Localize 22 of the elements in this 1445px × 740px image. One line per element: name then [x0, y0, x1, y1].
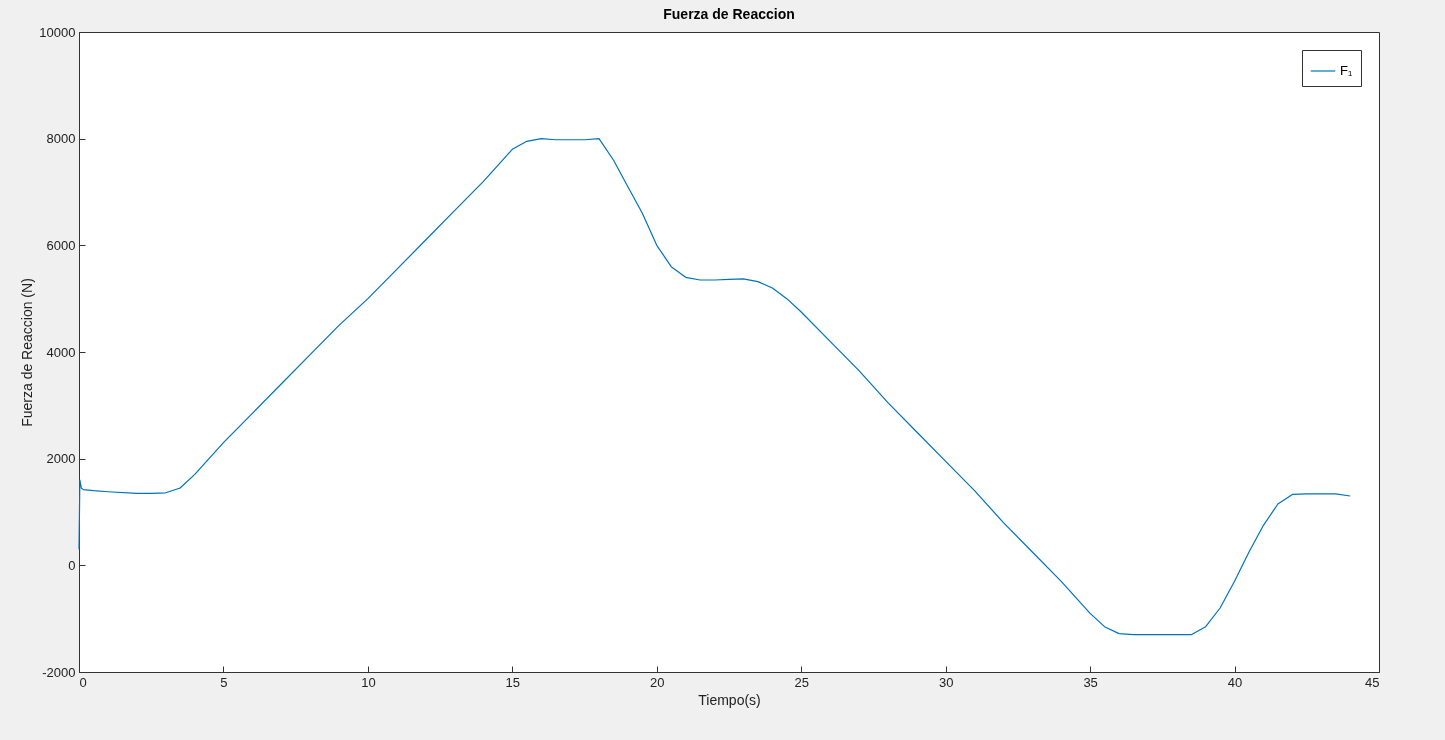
chart-title: Fuerza de Reaccion	[663, 6, 795, 22]
x-tick-label: 25	[794, 674, 809, 690]
x-tick-label: 40	[1227, 674, 1243, 690]
y-tick-label: 0	[68, 557, 76, 573]
x-tick-label: 20	[650, 674, 665, 690]
x-tick-label: 35	[1083, 674, 1098, 690]
y-tick-label: 10000	[39, 24, 76, 40]
x-tick-label: 30	[938, 674, 954, 690]
line-series	[78, 138, 1351, 636]
y-tick-label: -2000	[42, 664, 76, 680]
y-tick-label: 8000	[46, 131, 76, 147]
y-tick-label: 6000	[46, 237, 76, 253]
y-tick-label: 2000	[46, 451, 76, 467]
x-tick-label: 15	[505, 674, 521, 690]
x-tick-label: 0	[79, 674, 87, 690]
x-axis-title: Tiempo(s)	[698, 691, 761, 708]
x-tick-label: 5	[220, 674, 228, 690]
y-axis-title: Fuerza de Reaccion (N)	[19, 278, 36, 427]
x-tick-label: 10	[361, 674, 376, 690]
x-tick-label: 45	[1365, 674, 1380, 690]
y-tick-label: 4000	[46, 344, 76, 360]
legend-label: F₁	[1340, 63, 1353, 78]
